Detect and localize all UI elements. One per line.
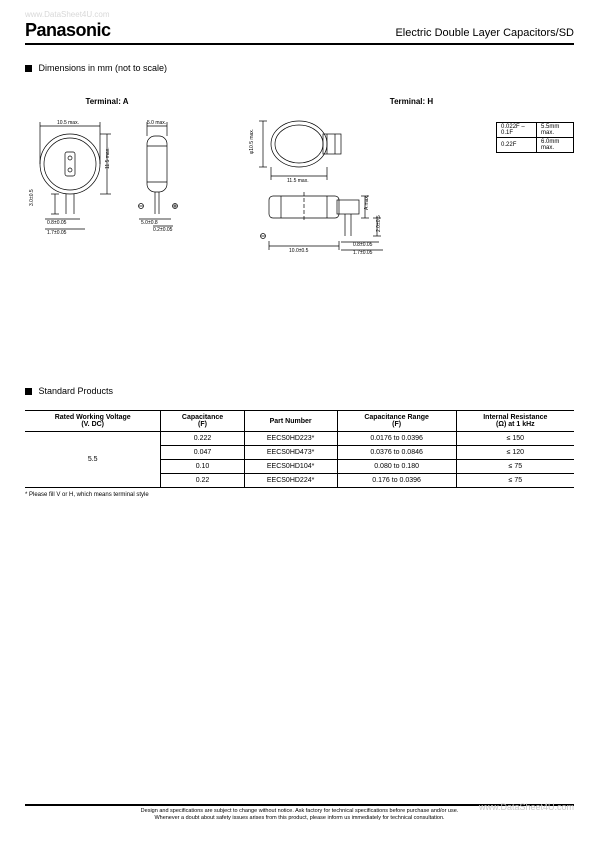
dimensions-section-title: Dimensions in mm (not to scale) <box>25 63 574 73</box>
cell-range: 0.080 to 0.180 <box>337 460 456 474</box>
dim-h-leadh: 2.0±0.5 <box>376 215 382 232</box>
terminal-a-block: Terminal: A <box>25 97 189 268</box>
dim-h-lead1: 0.8±0.05 <box>353 242 373 248</box>
col-partnumber: Part Number <box>244 411 337 432</box>
dim-a-side-w: 5.0 max. <box>147 120 166 126</box>
watermark-top: www.DataSheet4U.com <box>25 10 109 19</box>
dim-a-lead2: 1.7±0.05 <box>47 230 67 236</box>
doc-title: Electric Double Layer Capacitors/SD <box>395 27 574 39</box>
cell-pn: EECS0HD224* <box>244 474 337 488</box>
terminal-h-ref-table: 0.022F – 0.1F 5.5mm max. 0.22F 6.0mm max… <box>496 122 574 153</box>
dim-h-mountw: 10.0±0.5 <box>289 248 309 254</box>
products-footnote: * Please fill V or H, which means termin… <box>25 492 574 498</box>
cell-range: 0.0176 to 0.0396 <box>337 432 456 446</box>
cell-ir: ≤ 120 <box>456 446 574 460</box>
page-footer: www.DataSheet4U.com Design and specifica… <box>25 806 574 822</box>
dim-a-leadh: 3.0±0.5 <box>29 189 35 206</box>
products-table: Rated Working Voltage (V. DC) Capacitanc… <box>25 410 574 488</box>
dim-a-lead1: 0.8±0.05 <box>47 220 67 226</box>
table-row: 0.022F – 0.1F 5.5mm max. <box>497 123 574 138</box>
drawings-row: Terminal: A <box>25 87 574 268</box>
cell-voltage: 5.5 <box>25 432 161 488</box>
cell-ir: ≤ 75 <box>456 474 574 488</box>
cell-range: 0.176 to 0.0396 <box>337 474 456 488</box>
ref-range-1: 0.22F <box>497 138 537 153</box>
terminal-a-front-drawing: 10.5 max. 11.5 max. 3.0±0.5 0.8±0.05 1.7… <box>25 114 115 244</box>
terminal-h-top-drawing: φ10.5 max. 11.5 max. <box>249 114 369 184</box>
cell-range: 0.0376 to 0.0846 <box>337 446 456 460</box>
cell-ir: ≤ 150 <box>456 432 574 446</box>
dim-h-lead2: 1.7±0.05 <box>353 250 373 256</box>
dim-a-side-base: 5.0±0.8 <box>141 220 158 226</box>
table-row: 0.22F 6.0mm max. <box>497 138 574 153</box>
footer-line2: Whenever a doubt about safety issues ari… <box>25 815 574 822</box>
products-title-text: Standard Products <box>39 386 114 396</box>
page-header: Panasonic Electric Double Layer Capacito… <box>25 20 574 45</box>
cell-pn: EECS0HD473* <box>244 446 337 460</box>
cell-pn: EECS0HD104* <box>244 460 337 474</box>
col-voltage: Rated Working Voltage (V. DC) <box>25 411 161 432</box>
dimensions-title-text: Dimensions in mm (not to scale) <box>39 63 168 73</box>
cell-cap: 0.22 <box>161 474 244 488</box>
dim-h-dia: φ10.5 max. <box>249 129 255 154</box>
cell-ir: ≤ 75 <box>456 460 574 474</box>
cell-cap: 0.047 <box>161 446 244 460</box>
dim-h-thick: A max. <box>364 195 370 210</box>
dim-a-height: 11.5 max. <box>105 147 111 169</box>
cell-cap: 0.222 <box>161 432 244 446</box>
ref-a-1: 6.0mm max. <box>537 138 574 153</box>
terminal-h-label: Terminal: H <box>249 97 574 106</box>
col-capacitance: Capacitance (F) <box>161 411 244 432</box>
ref-range-0: 0.022F – 0.1F <box>497 123 537 138</box>
cell-cap: 0.10 <box>161 460 244 474</box>
bullet-icon <box>25 65 32 72</box>
cell-pn: EECS0HD223* <box>244 432 337 446</box>
products-section-title: Standard Products <box>25 386 574 396</box>
table-header-row: Rated Working Voltage (V. DC) Capacitanc… <box>25 411 574 432</box>
terminal-a-label: Terminal: A <box>25 97 189 106</box>
terminal-h-side-drawing: 10.0±0.5 A max. 2.0±0.5 0.8±0.05 1.7±0.0… <box>249 186 399 266</box>
terminal-a-side-drawing: 5.0 max. 5.0±0.8 0.2±0.05 <box>129 114 189 244</box>
bullet-icon <box>25 388 32 395</box>
col-ir: Internal Resistance (Ω) at 1 kHz <box>456 411 574 432</box>
brand-logo: Panasonic <box>25 20 111 41</box>
col-range: Capacitance Range (F) <box>337 411 456 432</box>
ref-a-0: 5.5mm max. <box>537 123 574 138</box>
terminal-h-block: Terminal: H <box>249 97 574 268</box>
dim-h-bodyw: 11.5 max. <box>287 178 309 184</box>
dim-a-width: 10.5 max. <box>57 120 79 126</box>
dim-a-side-lead: 0.2±0.05 <box>153 227 173 233</box>
table-row: 5.5 0.222 EECS0HD223* 0.0176 to 0.0396 ≤… <box>25 432 574 446</box>
